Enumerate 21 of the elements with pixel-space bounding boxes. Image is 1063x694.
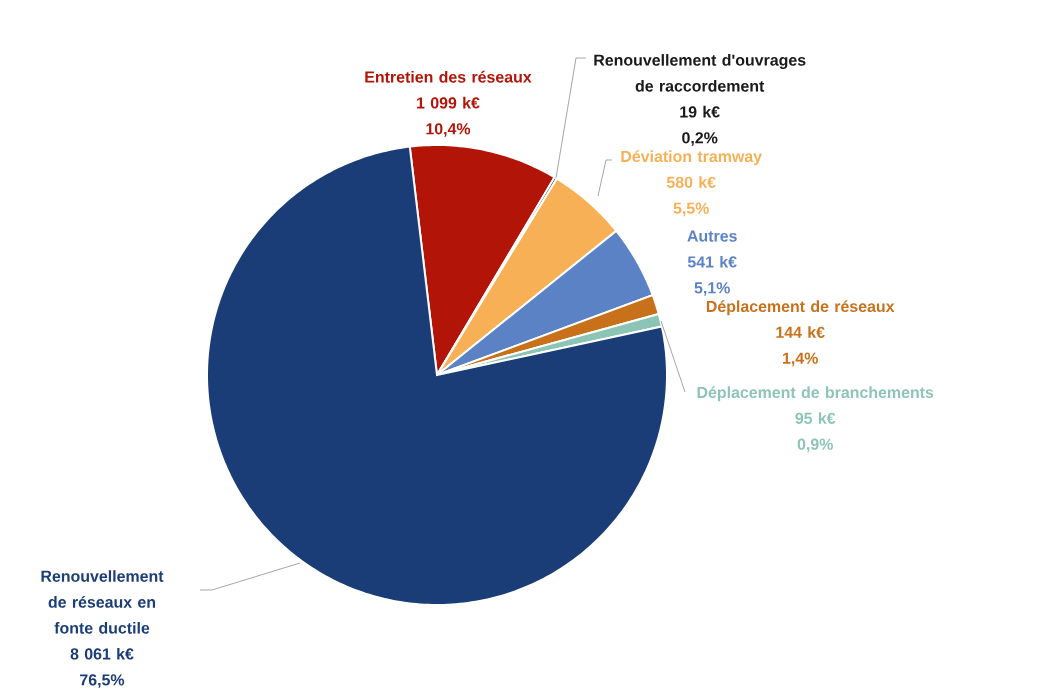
data-label: 8 061 k€ (70, 647, 134, 660)
text: 5,1% (694, 282, 730, 296)
data-label: 541 k€ (687, 255, 737, 268)
text: 76,5% (80, 674, 125, 688)
slice-label: Déplacement de réseaux (706, 300, 895, 316)
data-label: 144 k€ (776, 326, 825, 338)
slice-label: Déviation tramway (621, 150, 762, 166)
data-label: 580 k€ (666, 176, 716, 188)
slice-label: Déplacement de branchements (697, 386, 934, 402)
text: 1,4% (783, 352, 818, 367)
data-label: 19 k€ (680, 105, 720, 118)
slice-label: Renouvellement de réseaux en fonte ductile (41, 570, 164, 634)
text: 10,4% (426, 123, 471, 137)
slice-label: Entretien des réseaux (365, 70, 532, 83)
slice-label: Autres (687, 230, 737, 242)
data-label: 1 099 k€ (417, 96, 480, 109)
data-label: 95 k€ (795, 412, 836, 424)
text: 5,5% (673, 202, 709, 217)
text: 0,9% (797, 438, 833, 453)
slice-label: Renouvellement d'ouvrages de raccordement (594, 54, 806, 92)
text: 0,2% (682, 132, 718, 146)
